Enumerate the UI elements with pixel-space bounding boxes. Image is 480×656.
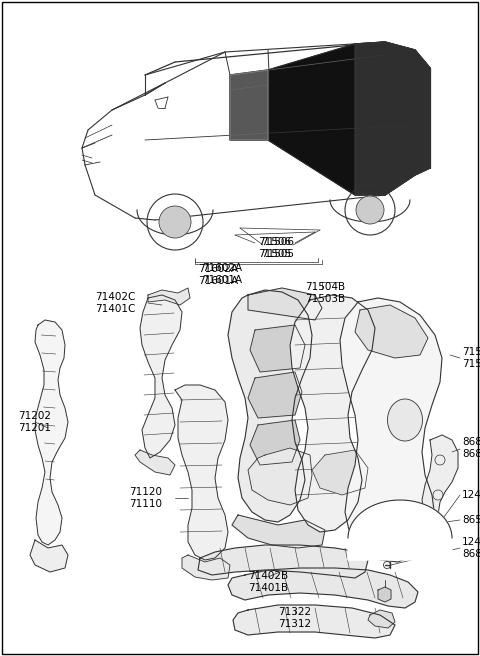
- Polygon shape: [250, 325, 305, 372]
- Polygon shape: [198, 545, 368, 578]
- Polygon shape: [35, 320, 68, 545]
- Text: 71402B
71401B: 71402B 71401B: [248, 571, 288, 593]
- Polygon shape: [230, 42, 430, 195]
- Polygon shape: [248, 372, 302, 418]
- Text: 71402C
71401C: 71402C 71401C: [95, 292, 135, 314]
- Polygon shape: [175, 385, 228, 560]
- Polygon shape: [135, 450, 175, 475]
- Polygon shape: [250, 420, 300, 465]
- Text: 1249NL
86848A: 1249NL 86848A: [462, 537, 480, 559]
- Polygon shape: [140, 295, 182, 458]
- Polygon shape: [415, 532, 428, 547]
- Polygon shape: [148, 288, 190, 305]
- Text: 71506
71505: 71506 71505: [259, 237, 291, 259]
- Text: 71602A
71601A: 71602A 71601A: [198, 264, 238, 286]
- Polygon shape: [422, 435, 458, 520]
- Circle shape: [159, 206, 191, 238]
- Polygon shape: [30, 540, 68, 572]
- Polygon shape: [228, 568, 418, 608]
- Text: 71506
71505: 71506 71505: [262, 237, 295, 259]
- Circle shape: [356, 196, 384, 224]
- Polygon shape: [355, 305, 428, 358]
- Ellipse shape: [387, 399, 422, 441]
- Polygon shape: [233, 605, 395, 638]
- Text: 86822B
86821B: 86822B 86821B: [462, 437, 480, 459]
- Polygon shape: [228, 290, 312, 522]
- Polygon shape: [232, 515, 325, 548]
- Text: 71120
71110: 71120 71110: [129, 487, 162, 509]
- Text: 71202
71201: 71202 71201: [18, 411, 51, 433]
- Polygon shape: [368, 610, 395, 628]
- Text: 71562
71552: 71562 71552: [462, 347, 480, 369]
- Text: 86590: 86590: [462, 515, 480, 525]
- Polygon shape: [355, 42, 430, 195]
- Polygon shape: [378, 587, 391, 602]
- Polygon shape: [230, 70, 268, 140]
- Text: 1249PN: 1249PN: [462, 490, 480, 500]
- Polygon shape: [312, 450, 368, 495]
- Polygon shape: [348, 500, 452, 560]
- Polygon shape: [248, 448, 312, 505]
- Text: 71602A
71601A: 71602A 71601A: [202, 263, 242, 285]
- Text: 71322
71312: 71322 71312: [278, 607, 312, 629]
- Polygon shape: [340, 298, 442, 562]
- Polygon shape: [290, 295, 375, 532]
- Polygon shape: [248, 288, 322, 320]
- Text: 71504B
71503B: 71504B 71503B: [305, 282, 345, 304]
- Polygon shape: [182, 555, 230, 580]
